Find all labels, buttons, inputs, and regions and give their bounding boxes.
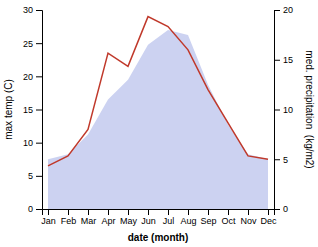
chart: Jan Feb Mar Apr MayJun Jul Aug Sep Oct NovDec 0 5 10… [0,0,318,247]
y2-axis: 0 5 10 15 20 [274,5,293,214]
tick-label: Mar [81,216,97,226]
area [48,30,268,209]
tick-label: Oct [221,216,236,226]
tick-mark [148,209,149,215]
tick-mark [274,60,280,61]
axis-line [36,11,43,210]
y2-axis-title: med. precipitation (kg/m2) [304,50,315,168]
tick-label: Jun [141,216,156,226]
tick-mark [128,209,129,215]
tick-label: 15 [283,55,293,65]
tick-mark [228,209,229,215]
tick: Apr [101,209,115,226]
tick-mark [274,110,280,111]
tick: Feb [61,209,77,226]
tick: Oct [221,209,236,226]
tick: 15 [274,55,293,65]
tick-label: Nov [240,216,257,226]
plot-root: Jan Feb Mar Apr MayJun Jul Aug Sep Oct NovDec 0 5 10… [3,5,315,243]
axis-line [43,210,275,216]
tick: 0 [274,204,288,214]
tick-label: Jan [41,216,56,226]
tick-mark [248,209,249,215]
tick-mark [108,209,109,215]
y-axis: 0 5 10 15 20 25 30 [23,5,43,214]
tick-label: 0 [283,204,288,214]
tick-mark [36,176,42,177]
tick-label: Apr [101,216,115,226]
tick-mark [36,209,42,210]
tick: 10 [274,105,293,115]
tick-label: 30 [23,5,33,15]
line [48,17,268,166]
marks [48,17,268,209]
tick-label: 20 [23,72,33,82]
tick: Dec [260,209,277,226]
tick-mark [36,143,42,144]
tick: 15 [23,105,42,115]
tick-mark [48,209,49,215]
tick-mark [274,159,280,160]
tick-mark [268,209,269,215]
tick-label: 5 [28,171,33,181]
tick-mark [36,110,42,111]
tick-label: Sep [200,216,216,226]
tick-label: 25 [23,39,33,49]
tick: Aug [180,209,196,226]
tick-label: May [120,216,138,226]
tick-mark [188,209,189,215]
tick-label: Aug [180,216,196,226]
tick: 20 [274,5,293,15]
x-axis: Jan Feb Mar Apr MayJun Jul Aug Sep Oct NovDec [41,209,277,226]
tick-mark [36,43,42,44]
tick-mark [168,209,169,215]
tick-mark [274,209,280,210]
tick: Mar [81,209,97,226]
tick: 5 [28,171,42,181]
tick: 5 [274,155,288,165]
tick: 25 [23,39,42,49]
tick-label: 10 [23,138,33,148]
tick: 0 [28,204,42,214]
tick-mark [274,10,280,11]
tick-label: Dec [260,216,277,226]
tick: 20 [23,72,42,82]
tick-mark [36,76,42,77]
tick-label: 20 [283,5,293,15]
x-axis-title: date (month) [128,232,189,243]
tick: Sep [200,209,216,226]
tick-mark [68,209,69,215]
tick: Jan [41,209,56,226]
tick-label: Jul [163,216,175,226]
tick-label: 10 [283,105,293,115]
tick: Jul [163,209,175,226]
y-axis-title: max temp (C) [3,79,14,140]
axis-line [275,11,281,210]
tick: Nov [240,209,257,226]
tick: 10 [23,138,42,148]
tick: May [120,209,138,226]
tick-label: 0 [28,204,33,214]
tick-label: Feb [61,216,77,226]
tick-mark [88,209,89,215]
tick: 30 [23,5,42,15]
tick: Jun [141,209,156,226]
tick-mark [36,10,42,11]
tick-mark [208,209,209,215]
tick-label: 15 [23,105,33,115]
tick-label: 5 [283,155,288,165]
